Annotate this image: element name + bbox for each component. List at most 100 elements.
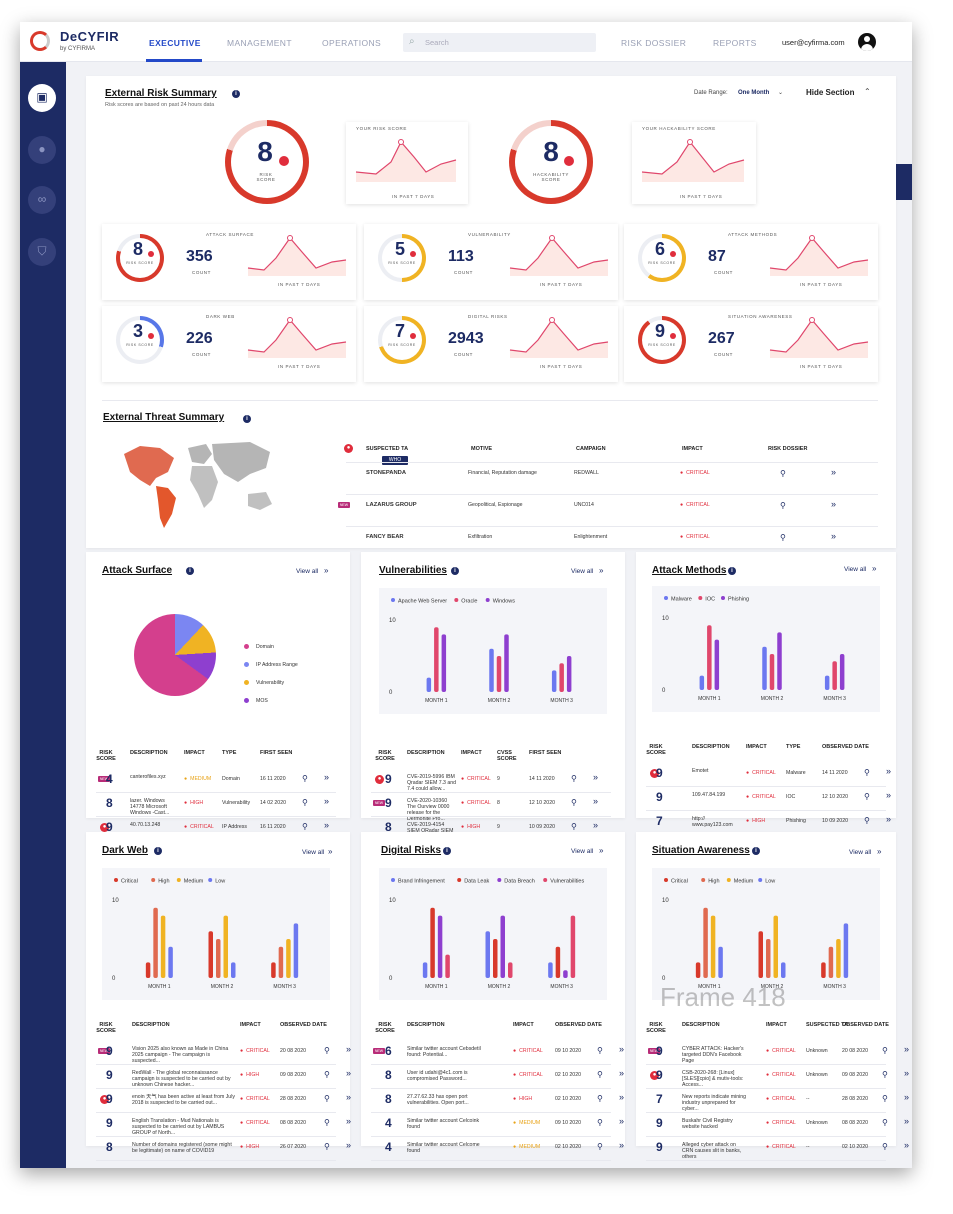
chevron-double-right-icon[interactable]: » — [619, 1116, 625, 1126]
risk-dossier-icon[interactable]: ⚲ — [780, 469, 786, 478]
chevron-double-right-icon[interactable]: » — [593, 796, 599, 806]
row-description[interactable]: Similar twitter account Cebsdetil found:… — [407, 1046, 481, 1058]
risk-dossier-icon[interactable]: ⚲ — [571, 798, 577, 807]
row-description[interactable]: RedWall - The global reconnaissance camp… — [132, 1070, 231, 1088]
sidebar-item-binoculars[interactable]: ∞ — [28, 186, 56, 214]
info-icon[interactable]: i — [154, 847, 162, 855]
chevron-double-right-icon[interactable]: » — [886, 790, 892, 800]
risk-dossier-icon[interactable]: ⚲ — [597, 1094, 603, 1103]
row-description[interactable]: lazer. Windows 14778 Microsoft Windows -… — [130, 798, 170, 816]
risk-dossier-icon[interactable]: ⚲ — [882, 1118, 888, 1127]
row-description[interactable]: CYBER ATTACK: Hacker's targeted DDN's Fa… — [682, 1046, 744, 1064]
search-input[interactable]: ⌕ Search — [403, 33, 596, 52]
tab-management[interactable]: MANAGEMENT — [227, 38, 292, 48]
risk-dossier-icon[interactable]: ⚲ — [324, 1142, 330, 1151]
risk-dossier-icon[interactable]: ⚲ — [882, 1094, 888, 1103]
chevron-double-right-icon[interactable]: » — [593, 820, 599, 830]
chevron-double-right-icon[interactable]: » — [619, 1092, 625, 1102]
risk-dossier-icon[interactable]: ⚲ — [597, 1118, 603, 1127]
threat-actor[interactable]: LAZARUS GROUP — [366, 502, 417, 508]
row-description[interactable]: CVE-2019-5996 IBM Qradar SIEM 7.3 and 7.… — [407, 774, 457, 792]
row-description[interactable]: Buskahr Civil Registry website hacked — [682, 1118, 733, 1130]
chevron-double-right-icon[interactable]: » — [831, 467, 837, 477]
row-description[interactable]: http:// www.pay123.com — [692, 816, 733, 828]
user-email[interactable]: user@cyfirma.com — [782, 38, 845, 47]
view-all-link[interactable]: View all — [849, 849, 872, 856]
info-icon[interactable]: i — [186, 567, 194, 575]
chevron-double-right-icon[interactable]: » — [886, 814, 892, 824]
chevron-double-right-icon[interactable]: » — [831, 499, 837, 509]
info-icon[interactable]: i — [232, 90, 240, 98]
sidebar-item-dashboard[interactable]: ▣ — [28, 84, 56, 112]
risk-dossier-icon[interactable]: ⚲ — [597, 1142, 603, 1151]
risk-dossier-icon[interactable]: ⚲ — [597, 1046, 603, 1055]
risk-dossier-icon[interactable]: ⚲ — [780, 501, 786, 510]
view-all-link[interactable]: View all — [571, 848, 594, 855]
risk-tile[interactable]: 3 RISK SCORE DARK WEB 226 COUNT IN PAST 7 DAY… — [102, 306, 356, 382]
row-description[interactable]: CVE-2020-10360 The Ourview 0000 release … — [407, 798, 450, 822]
chevron-down-icon[interactable]: ⌄ — [778, 90, 784, 96]
chevron-double-right-icon[interactable]: » — [886, 766, 892, 776]
chevron-double-right-icon[interactable]: » — [328, 847, 333, 856]
threat-actor[interactable]: FANCY BEAR — [366, 534, 404, 540]
chevron-double-right-icon[interactable]: » — [593, 772, 599, 782]
sidebar-item-shield[interactable]: ⛉ — [28, 238, 56, 266]
risk-dossier-icon[interactable]: ⚲ — [864, 792, 870, 801]
chevron-double-right-icon[interactable]: » — [324, 796, 330, 806]
risk-dossier-icon[interactable]: ⚲ — [571, 774, 577, 783]
chevron-double-right-icon[interactable]: » — [872, 564, 877, 573]
view-all-link[interactable]: View all — [302, 849, 325, 856]
risk-dossier-icon[interactable]: ⚲ — [882, 1046, 888, 1055]
row-description[interactable]: 40.70.13.248 — [130, 822, 161, 828]
chevron-double-right-icon[interactable]: » — [599, 566, 604, 575]
threat-actor[interactable]: STONEPANDA — [366, 470, 407, 476]
risk-tile[interactable]: 7 RISK SCORE DIGITAL RISKS 2943 COUNT IN PAST… — [364, 306, 618, 382]
risk-dossier-icon[interactable]: ⚲ — [324, 1070, 330, 1079]
risk-dossier-icon[interactable]: ⚲ — [324, 1094, 330, 1103]
row-description[interactable]: Similar twitter account Celcoink found — [407, 1118, 480, 1130]
avatar-icon[interactable] — [858, 33, 876, 51]
row-description[interactable]: New reports indicate mining industry unp… — [682, 1094, 747, 1112]
row-description[interactable]: User id udahi@4c1.com is compromised Pas… — [407, 1070, 468, 1082]
chevron-double-right-icon[interactable]: » — [619, 1140, 625, 1150]
risk-dossier-icon[interactable]: ⚲ — [882, 1070, 888, 1079]
tab-operations[interactable]: OPERATIONS — [322, 38, 382, 48]
chevron-double-right-icon[interactable]: » — [346, 1140, 352, 1150]
row-description[interactable]: Emotet — [692, 768, 709, 774]
tab-executive[interactable]: EXECUTIVE — [149, 38, 201, 48]
risk-dossier-icon[interactable]: ⚲ — [864, 816, 870, 825]
row-description[interactable]: Vision 2025 also known as Made in China … — [132, 1046, 229, 1064]
chevron-double-right-icon[interactable]: » — [346, 1044, 352, 1054]
chevron-double-right-icon[interactable]: » — [904, 1092, 910, 1102]
risk-dossier-icon[interactable]: ⚲ — [780, 533, 786, 542]
view-all-link[interactable]: View all — [571, 568, 594, 575]
row-description[interactable]: 109.47.84.199 — [692, 792, 726, 798]
chevron-double-right-icon[interactable]: » — [831, 531, 837, 541]
chevron-double-right-icon[interactable]: » — [619, 1068, 625, 1078]
chevron-double-right-icon[interactable]: » — [619, 1044, 625, 1054]
risk-dossier-icon[interactable]: ⚲ — [597, 1070, 603, 1079]
risk-dossier-icon[interactable]: ⚲ — [302, 798, 308, 807]
row-description[interactable]: enoin 天气 has been active at least from J… — [132, 1094, 235, 1106]
chevron-double-right-icon[interactable]: » — [324, 772, 330, 782]
chevron-double-right-icon[interactable]: » — [904, 1140, 910, 1150]
row-description[interactable]: Alleged cyber attack on CRN causes slit … — [682, 1142, 742, 1160]
row-description[interactable]: Number of domains registered (some might… — [132, 1142, 232, 1154]
row-description[interactable]: CSB-2020-268: [Linux][SLES][cpio] & muti… — [682, 1070, 744, 1088]
chevron-double-right-icon[interactable]: » — [904, 1044, 910, 1054]
risk-dossier-icon[interactable]: ⚲ — [302, 774, 308, 783]
risk-tile[interactable]: 9 RISK SCORE SITUATION AWARENESS 267 COUNT IN… — [624, 306, 878, 382]
chevron-double-right-icon[interactable]: » — [599, 846, 604, 855]
view-all-link[interactable]: View all — [296, 568, 319, 575]
row-description[interactable]: Similar twitter account Celcome found — [407, 1142, 480, 1154]
view-all-link[interactable]: View all — [844, 566, 867, 573]
chevron-double-right-icon[interactable]: » — [346, 1068, 352, 1078]
chevron-double-right-icon[interactable]: » — [904, 1116, 910, 1126]
tab-reports[interactable]: REPORTS — [713, 38, 757, 48]
risk-dossier-icon[interactable]: ⚲ — [571, 822, 577, 831]
info-icon[interactable]: i — [443, 847, 451, 855]
row-description[interactable]: 27.27.62.33 has open port vulnerabilitie… — [407, 1094, 469, 1106]
info-icon[interactable]: i — [243, 415, 251, 423]
row-description[interactable]: canterofiles.xyz — [130, 774, 166, 780]
risk-dossier-icon[interactable]: ⚲ — [302, 822, 308, 831]
